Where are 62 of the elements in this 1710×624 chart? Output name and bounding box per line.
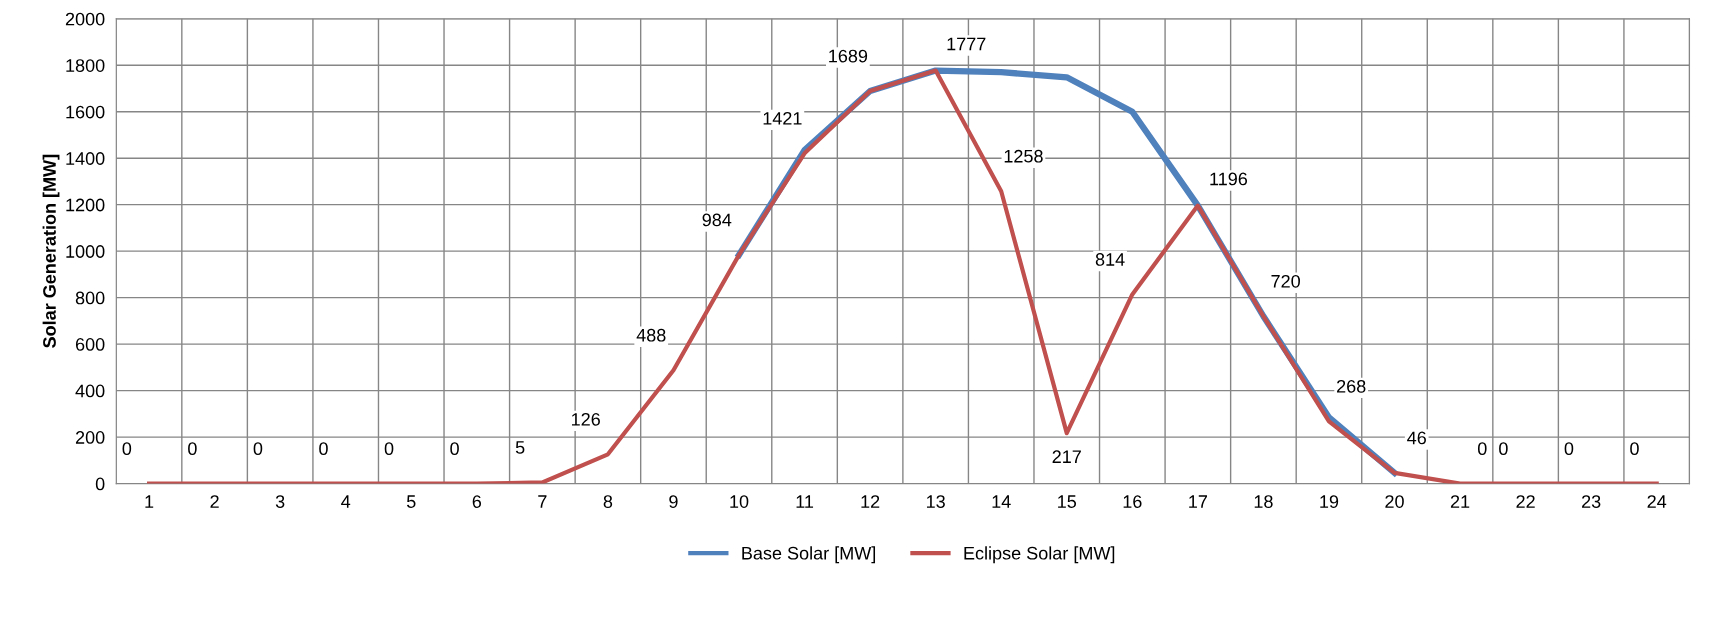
legend-label: Eclipse Solar [MW]	[964, 546, 1115, 564]
data-label: 0	[122, 442, 132, 456]
x-tick-label: 17	[1189, 495, 1207, 508]
data-label: 217	[1052, 450, 1081, 463]
x-tick-label: 6	[472, 495, 482, 508]
y-tick-label: 0	[95, 477, 105, 491]
data-label: 1196	[1210, 172, 1248, 186]
data-label: 126	[572, 412, 600, 426]
x-tick-label: 18	[1254, 495, 1273, 508]
x-tick-label: 16	[1123, 495, 1142, 508]
x-tick-label: 2	[210, 495, 219, 508]
data-label: 0	[450, 442, 459, 456]
x-tick-label: 13	[926, 495, 945, 508]
x-tick-label: 3	[275, 495, 285, 508]
y-tick-label: 400	[75, 384, 105, 398]
x-tick-label: 21	[1450, 495, 1470, 508]
data-label: 1421	[763, 111, 802, 125]
data-label: 0	[1630, 442, 1639, 456]
x-tick-label: 9	[669, 495, 678, 508]
y-tick-label: 1800	[66, 59, 105, 72]
x-tick-label: 7	[538, 495, 547, 508]
data-label: 0	[1564, 442, 1574, 456]
y-tick-label: 2000	[65, 12, 105, 26]
y-tick-label: 1600	[66, 105, 105, 119]
x-tick-label: 23	[1582, 495, 1601, 508]
x-tick-label: 12	[861, 495, 880, 508]
x-tick-label: 19	[1320, 495, 1339, 508]
data-label: 1258	[1004, 149, 1043, 163]
data-label: 720	[1271, 274, 1300, 288]
y-tick-label: 800	[75, 291, 105, 305]
x-tick-label: 20	[1385, 495, 1404, 508]
x-tick-label: 10	[730, 495, 749, 508]
data-label: 1689	[829, 49, 868, 63]
y-axis-title: Solar Generation [MW]	[42, 154, 60, 348]
y-tick-label: 1000	[66, 245, 105, 258]
x-tick-label: 15	[1058, 495, 1077, 508]
data-label: 0	[253, 442, 263, 456]
y-tick-label: 200	[75, 431, 105, 444]
data-label: 984	[702, 213, 732, 227]
x-tick-label: 4	[341, 495, 351, 508]
data-label: 0	[1477, 442, 1487, 456]
data-label: 0	[1499, 442, 1508, 456]
data-label: 0	[319, 442, 328, 456]
y-tick-label: 1400	[66, 152, 105, 165]
data-label: 488	[636, 328, 666, 342]
x-tick-label: 5	[406, 495, 416, 508]
data-label: 1777	[947, 37, 986, 51]
legend-label: Base Solar [MW]	[742, 546, 876, 564]
data-label: 268	[1337, 379, 1366, 393]
data-label: 0	[384, 442, 394, 456]
x-tick-label: 1	[145, 495, 154, 508]
x-tick-label: 22	[1516, 495, 1535, 508]
data-label: 0	[188, 442, 197, 456]
data-label: 46	[1407, 431, 1426, 445]
data-label: 814	[1095, 253, 1125, 266]
x-tick-label: 8	[603, 495, 613, 508]
x-tick-label: 11	[796, 495, 814, 508]
data-label: 5	[515, 441, 525, 454]
y-tick-label: 600	[75, 338, 105, 351]
y-tick-label: 1200	[66, 198, 105, 212]
x-tick-label: 14	[992, 495, 1011, 508]
x-tick-label: 24	[1647, 495, 1667, 508]
